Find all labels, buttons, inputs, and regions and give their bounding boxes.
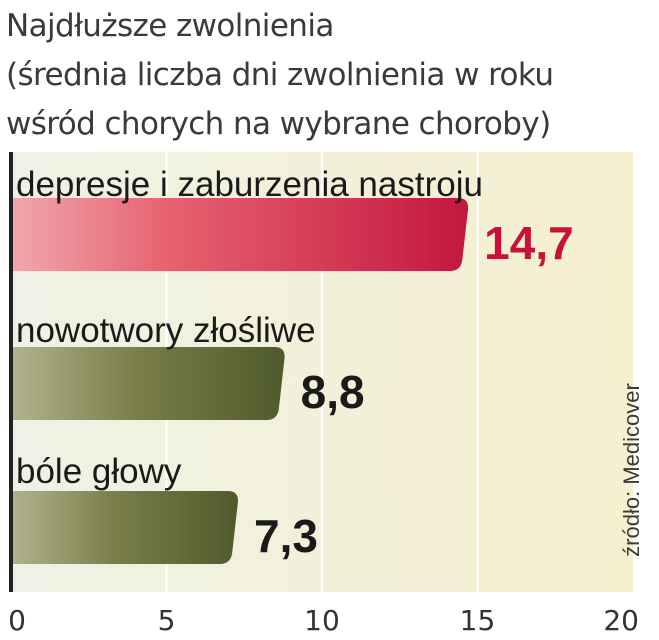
x-tick-label-20: 20 bbox=[603, 604, 639, 637]
title-line-2: (średnia liczba dni zwolnienia w roku bbox=[6, 57, 554, 93]
value-label-2: 7,3 bbox=[254, 510, 318, 562]
x-tick-label-0: 0 bbox=[8, 604, 26, 637]
category-label-0: depresje i zaburzenia nastroju bbox=[16, 165, 483, 204]
category-label-2: bóle głowy bbox=[16, 452, 182, 491]
title-line-3: wśród chorych na wybrane choroby) bbox=[6, 106, 551, 142]
bar-1 bbox=[11, 347, 285, 420]
x-tick-label-5: 5 bbox=[158, 604, 176, 637]
bar-0 bbox=[11, 198, 469, 271]
title-line-1: Najdłuższe zwolnienia bbox=[6, 8, 334, 44]
source-note: źródło: Medicover bbox=[619, 383, 644, 557]
value-label-1: 8,8 bbox=[301, 366, 365, 418]
category-label-1: nowotwory złośliwe bbox=[16, 311, 316, 350]
x-tick-label-15: 15 bbox=[460, 604, 496, 637]
chart-title: Najdłuższe zwolnienia (średnia liczba dn… bbox=[6, 2, 646, 149]
bar-2 bbox=[11, 491, 239, 564]
value-label-0: 14,7 bbox=[484, 217, 574, 269]
x-tick-label-10: 10 bbox=[304, 604, 340, 637]
